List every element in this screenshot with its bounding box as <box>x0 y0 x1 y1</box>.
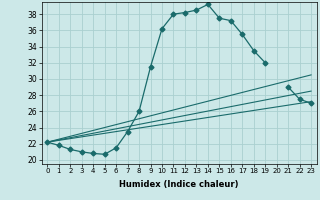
X-axis label: Humidex (Indice chaleur): Humidex (Indice chaleur) <box>119 180 239 189</box>
